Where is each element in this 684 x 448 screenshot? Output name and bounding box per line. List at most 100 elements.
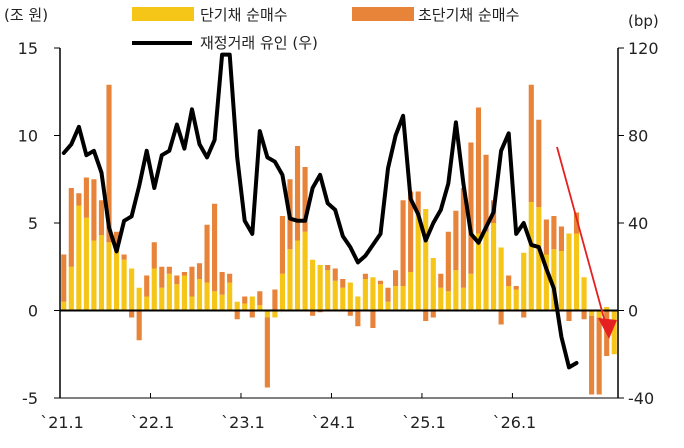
bar-short-term <box>566 233 572 311</box>
bar-short-term <box>61 301 67 311</box>
bar-ultra-short-term <box>468 142 474 274</box>
bar-ultra-short-term <box>596 317 602 395</box>
bar-ultra-short-term <box>340 279 346 288</box>
bar-ultra-short-term <box>423 310 429 321</box>
legend-label-arbitrage: 재정거래 유인 (우) <box>200 34 318 52</box>
bar-ultra-short-term <box>113 231 120 251</box>
bar-short-term <box>227 282 233 311</box>
right-tick-label: 40 <box>628 214 648 233</box>
right-axis-unit: (bp) <box>628 12 659 30</box>
bar-short-term <box>219 294 225 311</box>
bar-short-term <box>543 254 549 311</box>
line-layer <box>61 52 579 370</box>
bar-ultra-short-term <box>189 266 195 297</box>
bar-ultra-short-term <box>332 268 338 281</box>
bar-ultra-short-term <box>506 275 512 286</box>
trend-arrow-head <box>598 318 617 339</box>
bar-ultra-short-term <box>475 107 482 234</box>
bar-ultra-short-term <box>347 310 353 316</box>
bar-ultra-short-term <box>377 280 384 285</box>
bar-ultra-short-term <box>325 265 331 271</box>
bar-short-term <box>558 251 565 311</box>
bar-ultra-short-term <box>400 200 406 286</box>
bar-short-term <box>189 296 195 311</box>
bar-ultra-short-term <box>528 84 534 202</box>
bar-ultra-short-term <box>151 242 157 269</box>
bar-ultra-short-term <box>76 193 82 206</box>
bar-ultra-short-term <box>536 119 542 208</box>
bar-short-term <box>151 268 157 311</box>
bar-short-term <box>325 270 331 311</box>
bar-ultra-short-term <box>279 216 286 274</box>
bar-short-term <box>106 242 112 311</box>
legend-label-short-term: 단기채 순매수 <box>200 6 288 24</box>
bar-ultra-short-term <box>453 210 459 271</box>
left-tick-label: 5 <box>28 214 38 233</box>
axes-layer: -5 0 5 10 15 -40 0 40 80 120 `21.1 `22.1 `23.1 `24.1 `… <box>4 6 659 432</box>
bar-ultra-short-term <box>264 317 270 388</box>
x-tick-label: `23.1 <box>221 413 265 432</box>
left-tick-label: 10 <box>18 127 38 146</box>
bar-ultra-short-term <box>204 224 210 283</box>
bar-short-term <box>83 217 89 311</box>
bar-short-term <box>460 287 466 311</box>
bar-short-term <box>272 310 278 318</box>
bar-ultra-short-term <box>68 188 74 267</box>
bar-ultra-short-term <box>460 188 466 288</box>
bar-ultra-short-term <box>310 310 316 316</box>
bar-ultra-short-term <box>430 310 436 318</box>
bar-ultra-short-term <box>498 310 504 325</box>
left-tick-label: 15 <box>18 39 38 58</box>
bar-short-term <box>528 202 534 311</box>
bar-ultra-short-term <box>61 254 67 302</box>
bar-ultra-short-term <box>438 273 444 288</box>
bar-ultra-short-term <box>370 310 376 328</box>
x-tick-label: `26.1 <box>493 413 537 432</box>
bar-short-term <box>506 286 512 311</box>
bar-short-term <box>453 270 459 311</box>
bar-short-term <box>136 287 142 311</box>
bar-short-term <box>91 240 97 311</box>
bar-short-term <box>332 280 338 311</box>
bar-short-term <box>430 258 436 311</box>
bar-short-term <box>302 231 308 311</box>
right-tick-label: 0 <box>628 302 638 321</box>
right-tick-label: -40 <box>628 389 654 408</box>
bar-short-term <box>98 235 105 311</box>
bar-short-term <box>596 310 602 318</box>
bar-short-term <box>159 287 165 311</box>
bar-ultra-short-term <box>392 270 399 286</box>
bar-ultra-short-term <box>227 273 233 283</box>
bar-short-term <box>196 279 203 311</box>
bar-ultra-short-term <box>98 200 105 236</box>
bar-ultra-short-term <box>385 287 391 302</box>
left-tick-label: 0 <box>28 302 38 321</box>
bar-ultra-short-term <box>513 286 519 290</box>
bar-ultra-short-term <box>551 216 557 250</box>
bar-short-term <box>68 266 74 311</box>
bar-ultra-short-term <box>129 310 135 318</box>
bar-short-term <box>423 209 429 311</box>
bar-short-term <box>310 259 316 311</box>
bar-short-term <box>279 273 286 311</box>
bar-short-term <box>377 284 384 311</box>
bar-ultra-short-term <box>91 179 97 241</box>
right-tick-label: 120 <box>628 39 659 58</box>
bar-ultra-short-term <box>242 296 248 304</box>
bar-short-term <box>400 286 406 311</box>
bar-ultra-short-term <box>83 177 89 218</box>
bar-short-term <box>551 249 557 311</box>
bar-short-term <box>181 275 187 311</box>
x-tick-label: `24.1 <box>312 413 356 432</box>
bar-short-term <box>347 282 353 311</box>
bar-short-term <box>204 282 210 311</box>
bar-ultra-short-term <box>573 212 580 234</box>
bar-short-term <box>498 247 504 311</box>
bar-short-term <box>536 207 542 311</box>
bar-ultra-short-term <box>589 315 595 395</box>
bar-ultra-short-term <box>415 191 421 215</box>
bar-short-term <box>370 277 376 311</box>
bar-short-term <box>589 310 595 316</box>
